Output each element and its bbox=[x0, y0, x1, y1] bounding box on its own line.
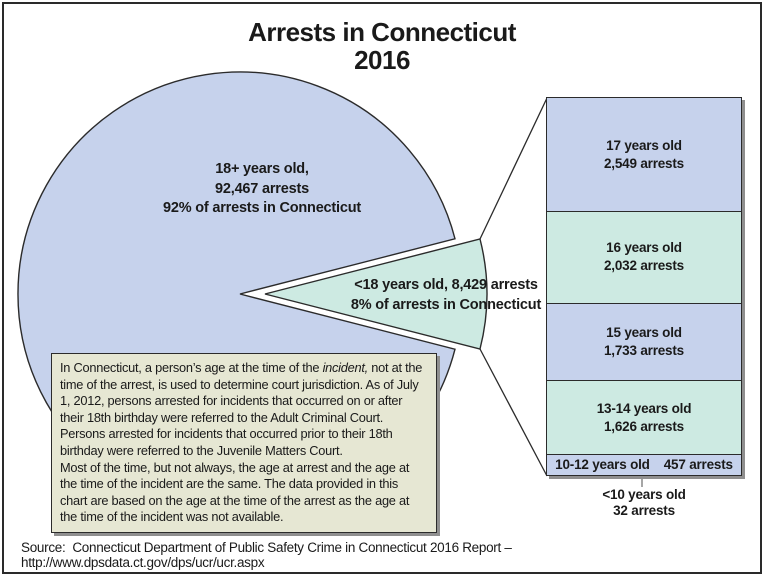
callout-line-bottom bbox=[479, 348, 548, 477]
adult-slice-label-line3: 92% of arrests in Connecticut bbox=[162, 200, 362, 216]
adult-slice-label-line2: 92,467 arrests bbox=[215, 180, 309, 197]
note-paragraph-2: Most of the time, but not always, the ag… bbox=[60, 459, 410, 525]
chart-title-line2: 2016 bbox=[354, 45, 410, 75]
juvenile-breakdown-box: 17 years old 2,549 arrests 16 years old … bbox=[546, 97, 742, 476]
breakdown-row-15-arrests: 1,733 arrests bbox=[604, 342, 684, 358]
adult-slice-label: 18+ years old, 92,467 arrests 92% of arr… bbox=[132, 160, 392, 219]
breakdown-row-13-14-age: 13-14 years old bbox=[596, 400, 692, 416]
pie-slice-juvenile-exploded bbox=[264, 238, 488, 350]
under-10-label: <10 years old 32 arrests bbox=[556, 487, 732, 518]
breakdown-row-13-14: 13-14 years old 1,626 arrests bbox=[547, 381, 741, 455]
breakdown-row-10-12-age: 10-12 years old bbox=[555, 456, 650, 472]
source-caption: Source: Connecticut Department of Public… bbox=[21, 540, 516, 570]
breakdown-row-10-12-arrests: 457 arrests bbox=[663, 456, 733, 472]
breakdown-row-15-age: 15 years old bbox=[606, 324, 682, 340]
juvenile-slice-label-line1: <18 years old, 8,429 arrests bbox=[354, 277, 538, 293]
juvenile-slice-label-line2: 8% of arrests in Connecticut bbox=[350, 296, 542, 313]
juvenile-slice-label: <18 years old, 8,429 arrests 8% of arres… bbox=[350, 276, 542, 315]
under-10-label-line2: 32 arrests bbox=[613, 502, 675, 518]
under-10-label-line1: <10 years old bbox=[602, 487, 686, 502]
breakdown-row-10-12: 10-12 years old 457 arrests bbox=[547, 454, 741, 476]
chart-title: Arrests in Connecticut 2016 bbox=[0, 18, 764, 74]
breakdown-row-17-age: 17 years old bbox=[606, 137, 682, 153]
breakdown-row-16-age: 16 years old bbox=[606, 240, 682, 256]
callout-line-top bbox=[479, 97, 548, 240]
adult-slice-label-line1: 18+ years old, bbox=[215, 161, 309, 177]
note-box: In Connecticut, a person’s age at the ti… bbox=[51, 353, 437, 533]
note-paragraph-1: In Connecticut, a person’s age at the ti… bbox=[60, 360, 428, 460]
breakdown-row-16-arrests: 2,032 arrests bbox=[604, 258, 684, 274]
breakdown-row-17: 17 years old 2,549 arrests bbox=[547, 98, 741, 213]
breakdown-row-13-14-arrests: 1,626 arrests bbox=[604, 418, 684, 434]
note-p1-before: In Connecticut, a person’s age at the ti… bbox=[60, 360, 323, 375]
breakdown-row-17-arrests: 2,549 arrests bbox=[604, 155, 684, 171]
breakdown-row-16: 16 years old 2,032 arrests bbox=[547, 212, 741, 304]
note-p1-after: not at the time of the arrest, is used t… bbox=[60, 360, 423, 458]
breakdown-row-15: 15 years old 1,733 arrests bbox=[547, 303, 741, 382]
chart-title-line1: Arrests in Connecticut bbox=[248, 17, 516, 47]
note-p1-italic-word: incident, bbox=[322, 360, 369, 375]
